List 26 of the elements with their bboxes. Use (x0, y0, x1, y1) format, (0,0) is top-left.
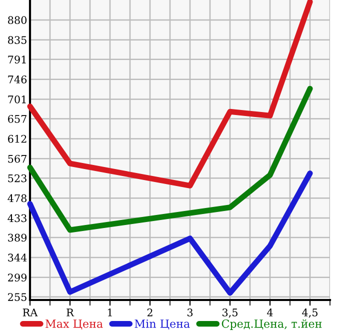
x-tick-label: R (66, 308, 74, 316)
y-tick-label: 389 (8, 234, 27, 242)
x-tick-label: 3 (187, 308, 193, 316)
y-tick-label: 523 (8, 174, 26, 182)
x-tick-label: RA (22, 308, 38, 316)
y-tick-label: 746 (8, 76, 27, 84)
y-tick-label: 478 (8, 194, 27, 202)
legend-label: Сред.Цена, т.йен (222, 319, 322, 330)
y-tick-label: 612 (8, 134, 26, 143)
legend-label: Max Цена (46, 320, 103, 330)
y-tick-label: 567 (8, 154, 26, 163)
y-tick-label: 657 (8, 114, 26, 123)
y-tick-label: 880 (8, 16, 27, 24)
y-tick-label: 835 (8, 36, 26, 44)
y-tick-label: 255 (8, 293, 26, 302)
x-tick-label: 3,5 (222, 308, 238, 318)
y-tick-label: 344 (8, 254, 27, 262)
x-tick-label: 4 (267, 308, 273, 316)
y-tick-label: 701 (8, 95, 26, 104)
x-tick-label: 2 (147, 308, 152, 316)
y-tick-label: 433 (8, 214, 26, 222)
x-tick-label: 4,5 (302, 308, 318, 318)
y-tick-label: 791 (8, 56, 26, 64)
x-tick-label: 1 (108, 308, 112, 316)
y-tick-label: 299 (8, 274, 27, 282)
legend-label: Min Цена (134, 320, 190, 330)
